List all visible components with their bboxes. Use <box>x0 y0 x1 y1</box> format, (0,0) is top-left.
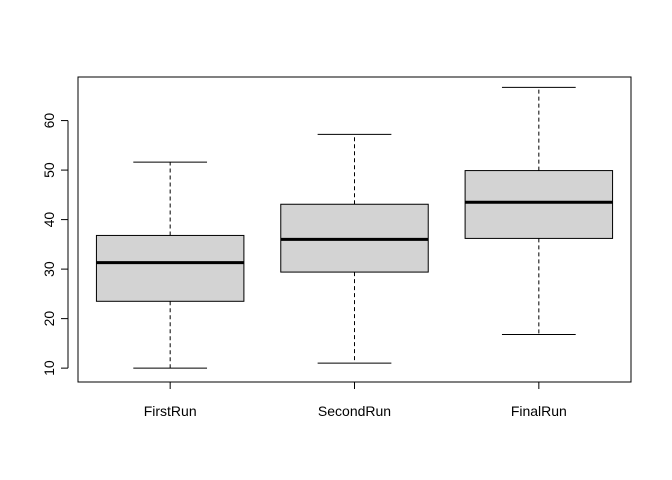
iqr-box <box>95 234 245 302</box>
y-tick-label: 60 <box>41 113 57 129</box>
y-tick-label: 20 <box>41 311 57 327</box>
y-tick-label: 40 <box>41 212 57 228</box>
x-axis: FirstRun SecondRun FinalRun <box>144 382 567 419</box>
x-tick-label: FinalRun <box>511 403 567 419</box>
y-tick-label: 10 <box>41 360 57 376</box>
iqr-box <box>464 170 614 239</box>
box-FinalRun <box>464 86 614 335</box>
x-tick-label: SecondRun <box>318 403 391 419</box>
y-tick-label: 30 <box>41 261 57 277</box>
x-tick-label: FirstRun <box>144 403 197 419</box>
y-tick-label: 50 <box>41 162 57 178</box>
y-axis: 10 20 30 40 50 60 <box>41 113 69 376</box>
box-SecondRun <box>280 133 429 364</box>
box-FirstRun <box>95 161 245 369</box>
boxes-group <box>95 86 614 369</box>
